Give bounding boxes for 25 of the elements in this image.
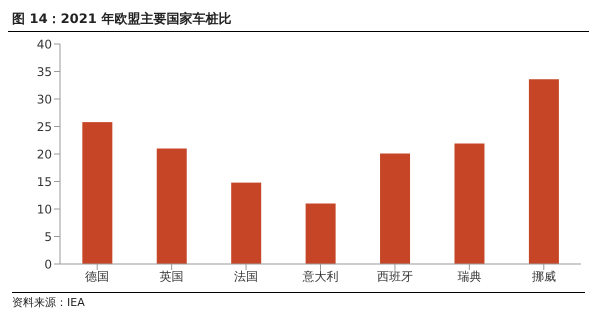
text: 资料来源：IEA (12, 295, 585, 310)
y-tick-label: 15 (36, 174, 52, 189)
y-tick-label: 30 (36, 92, 52, 106)
y-tick-label: 40 (36, 37, 52, 52)
bar (454, 144, 484, 264)
y-tick-label: 0 (44, 257, 52, 272)
x-tick-label: 德国 (85, 270, 110, 284)
x-tick-label: 法国 (234, 270, 258, 284)
y-tick-label: 10 (36, 202, 52, 216)
y-tick-label: 5 (44, 230, 52, 244)
bar (306, 204, 336, 264)
bar (380, 153, 410, 264)
x-tick-label: 挪威 (532, 270, 556, 284)
y-tick-label: 25 (36, 120, 52, 134)
bar (528, 79, 559, 264)
x-tick-label: 意大利 (302, 270, 338, 284)
y-tick-label: 20 (36, 147, 52, 162)
x-tick-label: 英国 (160, 270, 184, 284)
x-tick-label: 西班牙 (376, 270, 413, 284)
bar (231, 182, 262, 264)
x-tick-label: 瑞典 (457, 270, 482, 284)
bar (156, 148, 187, 264)
chart-title: 图 14：2021 年欧盟主要国家车桩比 (8, 8, 589, 32)
bar (82, 122, 112, 264)
y-tick-label: 35 (36, 64, 52, 79)
